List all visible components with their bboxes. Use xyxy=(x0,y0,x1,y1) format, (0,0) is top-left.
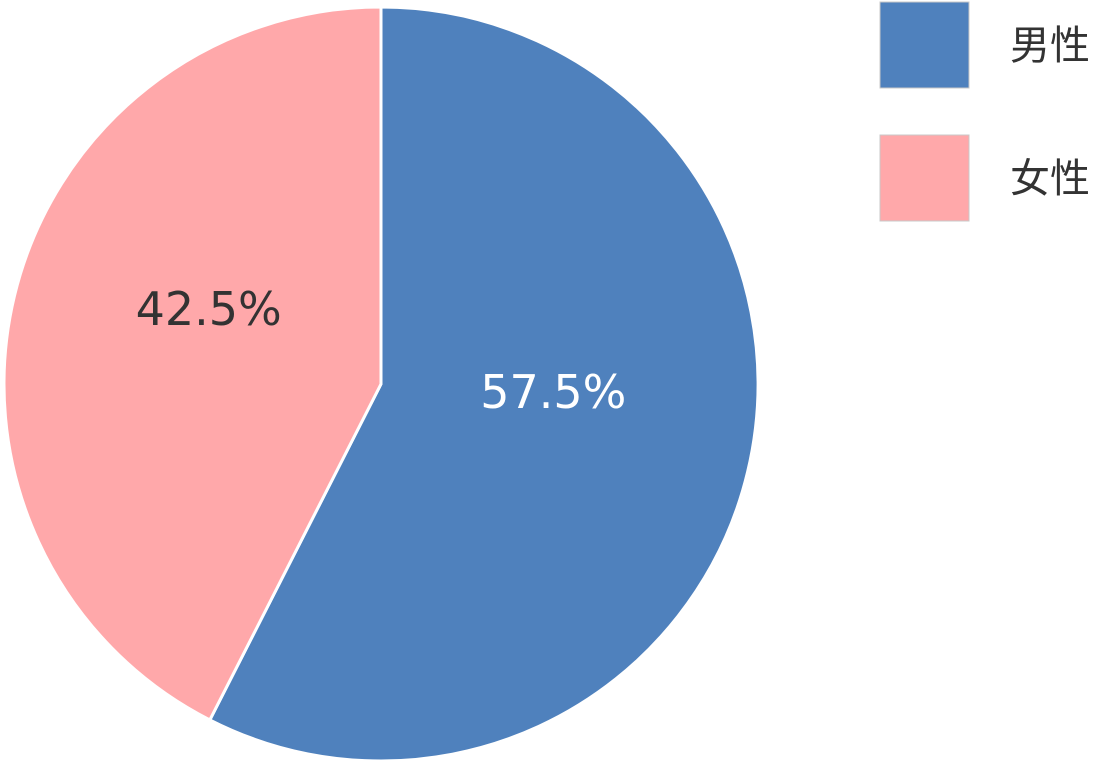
pie-slice xyxy=(207,5,760,763)
legend-swatch xyxy=(879,1,970,89)
legend-label: 男性 xyxy=(1010,23,1090,69)
legend-swatch xyxy=(879,134,970,222)
slice-label: 42.5% xyxy=(136,282,282,336)
slice-label: 57.5% xyxy=(480,365,626,419)
pie-slice xyxy=(2,5,383,722)
legend-label: 女性 xyxy=(1010,156,1090,202)
